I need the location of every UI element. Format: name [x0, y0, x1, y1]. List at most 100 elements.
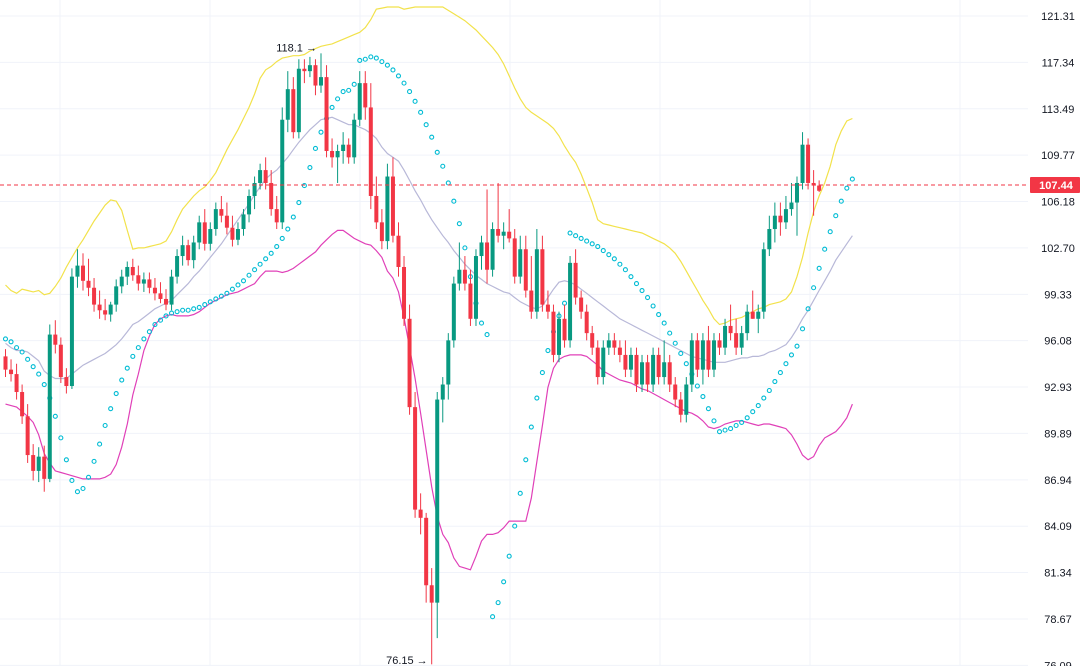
- sar-dot: [119, 377, 125, 383]
- candle-body: [817, 185, 822, 191]
- candle: [108, 301, 113, 322]
- candle: [396, 222, 401, 277]
- sar-dot: [229, 286, 235, 292]
- candle: [31, 444, 36, 481]
- sar-dot: [777, 370, 783, 376]
- sar-dot: [202, 302, 208, 308]
- sar-dot: [329, 104, 335, 110]
- y-tick-label: 99.33: [1044, 289, 1072, 301]
- sar-dot: [512, 523, 518, 529]
- candle-body: [80, 265, 85, 281]
- sar-dot: [180, 307, 186, 313]
- candle-body: [573, 262, 578, 298]
- candle: [557, 311, 561, 363]
- sar-dot: [74, 489, 81, 495]
- sar-dot: [346, 87, 352, 93]
- sar-dot: [130, 353, 136, 359]
- candle-body: [756, 311, 761, 319]
- candle: [612, 333, 617, 355]
- candle: [756, 304, 761, 334]
- candle: [379, 209, 384, 250]
- sar-dot: [705, 406, 711, 412]
- candle-body: [501, 231, 506, 236]
- candles: [3, 53, 822, 665]
- candle: [307, 56, 312, 78]
- candle: [512, 229, 517, 284]
- candle-body: [247, 195, 252, 215]
- upper-band-line: [5, 6, 853, 326]
- candle: [53, 320, 58, 354]
- sar-dot: [683, 361, 689, 367]
- candle-body: [761, 249, 766, 312]
- candle-body: [711, 340, 716, 370]
- sar-dot: [462, 245, 468, 251]
- sar-dot: [97, 441, 103, 447]
- candle-body: [152, 287, 157, 294]
- candle: [507, 209, 512, 243]
- candle-body: [285, 89, 290, 120]
- sar-dot: [716, 429, 723, 435]
- candle: [573, 249, 578, 305]
- y-tick-label: 117.34: [1042, 57, 1075, 69]
- candle-body: [169, 276, 174, 305]
- sar-dot: [844, 185, 850, 191]
- candle: [772, 202, 777, 243]
- candle-body: [523, 249, 528, 291]
- sar-dot: [218, 293, 224, 299]
- sar-dot: [788, 352, 795, 358]
- candle-body: [296, 68, 301, 133]
- candle-body: [324, 77, 329, 152]
- candle: [164, 289, 169, 311]
- candle: [750, 290, 755, 319]
- candle-body: [579, 297, 584, 312]
- sar-dot: [124, 365, 130, 371]
- sar-dot: [700, 393, 706, 400]
- candle-body: [318, 77, 323, 86]
- candle: [75, 249, 80, 288]
- y-tick-label: 92.93: [1044, 382, 1072, 394]
- candle: [634, 347, 639, 393]
- sar-dot: [401, 80, 407, 86]
- candle: [723, 318, 728, 355]
- sar-dot: [69, 477, 75, 484]
- candle: [291, 77, 296, 139]
- candle-body: [363, 83, 368, 108]
- sar-dot: [340, 89, 346, 95]
- sar-dot: [163, 313, 169, 319]
- sar-dot: [794, 343, 800, 349]
- sar-dot: [656, 311, 662, 318]
- candle-body: [75, 265, 80, 277]
- candle: [711, 333, 716, 378]
- candle: [92, 278, 97, 312]
- candle: [656, 347, 661, 385]
- candle-body: [269, 182, 274, 210]
- sar-dot: [351, 81, 357, 87]
- candle-body: [651, 354, 656, 385]
- candle-body: [429, 585, 434, 603]
- candle-body: [191, 242, 196, 261]
- candle: [534, 229, 539, 319]
- candle: [374, 176, 379, 230]
- candle-body: [706, 340, 711, 370]
- candle: [462, 256, 467, 291]
- candle: [568, 256, 573, 348]
- candle-body: [385, 176, 390, 242]
- sar-dot: [456, 221, 462, 227]
- sar-dot: [567, 230, 573, 236]
- candle: [501, 222, 506, 250]
- candle: [667, 354, 672, 393]
- candle: [496, 182, 501, 243]
- candle: [235, 222, 240, 246]
- candle-body: [219, 209, 224, 216]
- sar-dot: [14, 345, 20, 351]
- candle: [440, 377, 445, 423]
- candle-body: [678, 399, 683, 415]
- candle: [313, 59, 318, 96]
- candle: [141, 272, 146, 292]
- candle: [446, 333, 451, 400]
- candle: [695, 333, 700, 378]
- candle-body: [490, 229, 495, 270]
- candle: [429, 568, 434, 665]
- sar-dot: [661, 320, 667, 326]
- sar-dot: [395, 73, 402, 79]
